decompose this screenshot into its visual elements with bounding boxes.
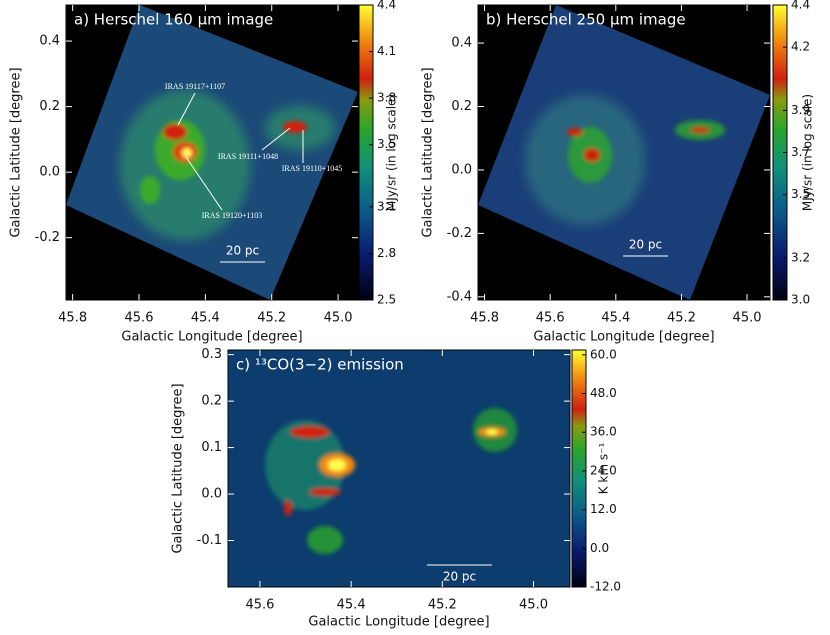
colorbar-tick-label: 3.9 [791, 103, 810, 117]
colorbar-tick-label: 3.8 [377, 91, 396, 105]
source-label: IRAS 19120+1103 [202, 211, 262, 220]
colorbar-tick-label: 3.5 [377, 137, 396, 151]
x-tick-label: 45.8 [470, 311, 499, 326]
colorbar-tick-label: 2.8 [377, 246, 396, 260]
colorbar-tick-label: 3.1 [377, 199, 396, 213]
colorbar-tick-label: 4.4 [377, 0, 396, 12]
y-tick-label: 0.2 [201, 394, 222, 409]
x-tick-label: 45.4 [601, 311, 630, 326]
y-tick-label: -0.1 [197, 533, 222, 548]
y-tick-label: -0.4 [447, 289, 472, 304]
x-axis-label: Galactic Longitude [degree] [308, 615, 489, 630]
x-tick-label: 45.0 [519, 598, 548, 613]
x-tick-label: 45.2 [428, 598, 457, 613]
y-axis-label: Galactic Latitude [degree] [171, 383, 186, 553]
scale-bar-label: 20 pc [443, 570, 476, 584]
colorbar-tick-label: 3.7 [791, 145, 810, 159]
colorbar-tick-label: 4.1 [377, 44, 396, 58]
colorbar [571, 349, 587, 588]
y-tick-label: 0.3 [201, 347, 222, 362]
x-tick-label: 45.6 [125, 311, 154, 326]
x-tick-label: 45.6 [536, 311, 565, 326]
source-label: IRAS 19111+1048 [218, 152, 278, 161]
y-tick-label: 0.0 [451, 162, 472, 177]
colorbar-label: K km s⁻¹ [597, 443, 611, 495]
colorbar-tick-label: 24.0 [590, 463, 617, 477]
y-tick-label: 0.4 [451, 36, 472, 51]
panel-title: c) ¹³CO(3−2) emission [236, 356, 404, 374]
source-pointer [261, 127, 291, 151]
source-pointer [177, 92, 196, 126]
map-a [66, 5, 358, 300]
x-tick-label: 45.2 [667, 311, 696, 326]
colorbar [358, 4, 374, 301]
panel-title: b) Herschel 250 μm image [486, 11, 686, 29]
colorbar-tick-label: 3.2 [791, 250, 810, 264]
x-axis-label: Galactic Longitude [degree] [121, 330, 302, 345]
colorbar-label: MJy/sr (in log scale) [385, 94, 399, 211]
x-tick-label: 45.4 [337, 598, 366, 613]
y-tick-label: 0.0 [39, 165, 60, 180]
x-tick-label: 45.6 [245, 598, 274, 613]
scale-bar-label: 20 pc [226, 244, 259, 258]
source-pointer [185, 156, 223, 211]
y-axis-label: Galactic Latitude [degree] [9, 67, 24, 237]
colorbar-label: MJy/sr (in log scale) [801, 94, 815, 211]
colorbar-tick-label: 48.0 [590, 386, 617, 400]
colorbar-tick-label: 4.4 [791, 0, 810, 12]
y-tick-label: -0.2 [35, 230, 60, 245]
x-tick-label: 45.0 [324, 311, 353, 326]
scale-bar-label: 20 pc [629, 238, 662, 252]
colorbar-tick-label: 2.5 [377, 293, 396, 307]
colorbar-tick-label: 36.0 [590, 425, 617, 439]
plot-frame [227, 349, 571, 588]
map-b [478, 5, 770, 300]
plot-frame [65, 4, 359, 301]
panel-title: a) Herschel 160 μm image [74, 11, 273, 29]
x-tick-label: 45.4 [191, 311, 220, 326]
colorbar-tick-label: 0.0 [590, 541, 609, 555]
y-tick-label: 0.2 [451, 99, 472, 114]
y-tick-label: -0.2 [447, 226, 472, 241]
y-axis-label: Galactic Latitude [degree] [421, 67, 436, 237]
x-tick-label: 45.2 [257, 311, 286, 326]
map-c [228, 350, 570, 587]
source-label: IRAS 19110+1045 [282, 164, 342, 173]
y-tick-label: 0.2 [39, 99, 60, 114]
x-axis-label: Galactic Longitude [degree] [533, 330, 714, 345]
plot-frame [477, 4, 771, 301]
y-tick-label: 0.0 [201, 487, 222, 502]
colorbar-tick-label: 3.0 [791, 293, 810, 307]
x-tick-label: 45.8 [58, 311, 87, 326]
y-tick-label: 0.1 [201, 440, 222, 455]
x-tick-label: 45.0 [733, 311, 762, 326]
colorbar-tick-label: 3.5 [791, 187, 810, 201]
y-tick-label: 0.4 [39, 34, 60, 49]
colorbar-tick-label: 12.0 [590, 502, 617, 516]
colorbar-tick-label: -12.0 [590, 580, 621, 594]
source-label: IRAS 19117+1107 [165, 82, 225, 91]
colorbar-tick-label: 4.2 [791, 40, 810, 54]
colorbar-tick-label: 60.0 [590, 347, 617, 361]
